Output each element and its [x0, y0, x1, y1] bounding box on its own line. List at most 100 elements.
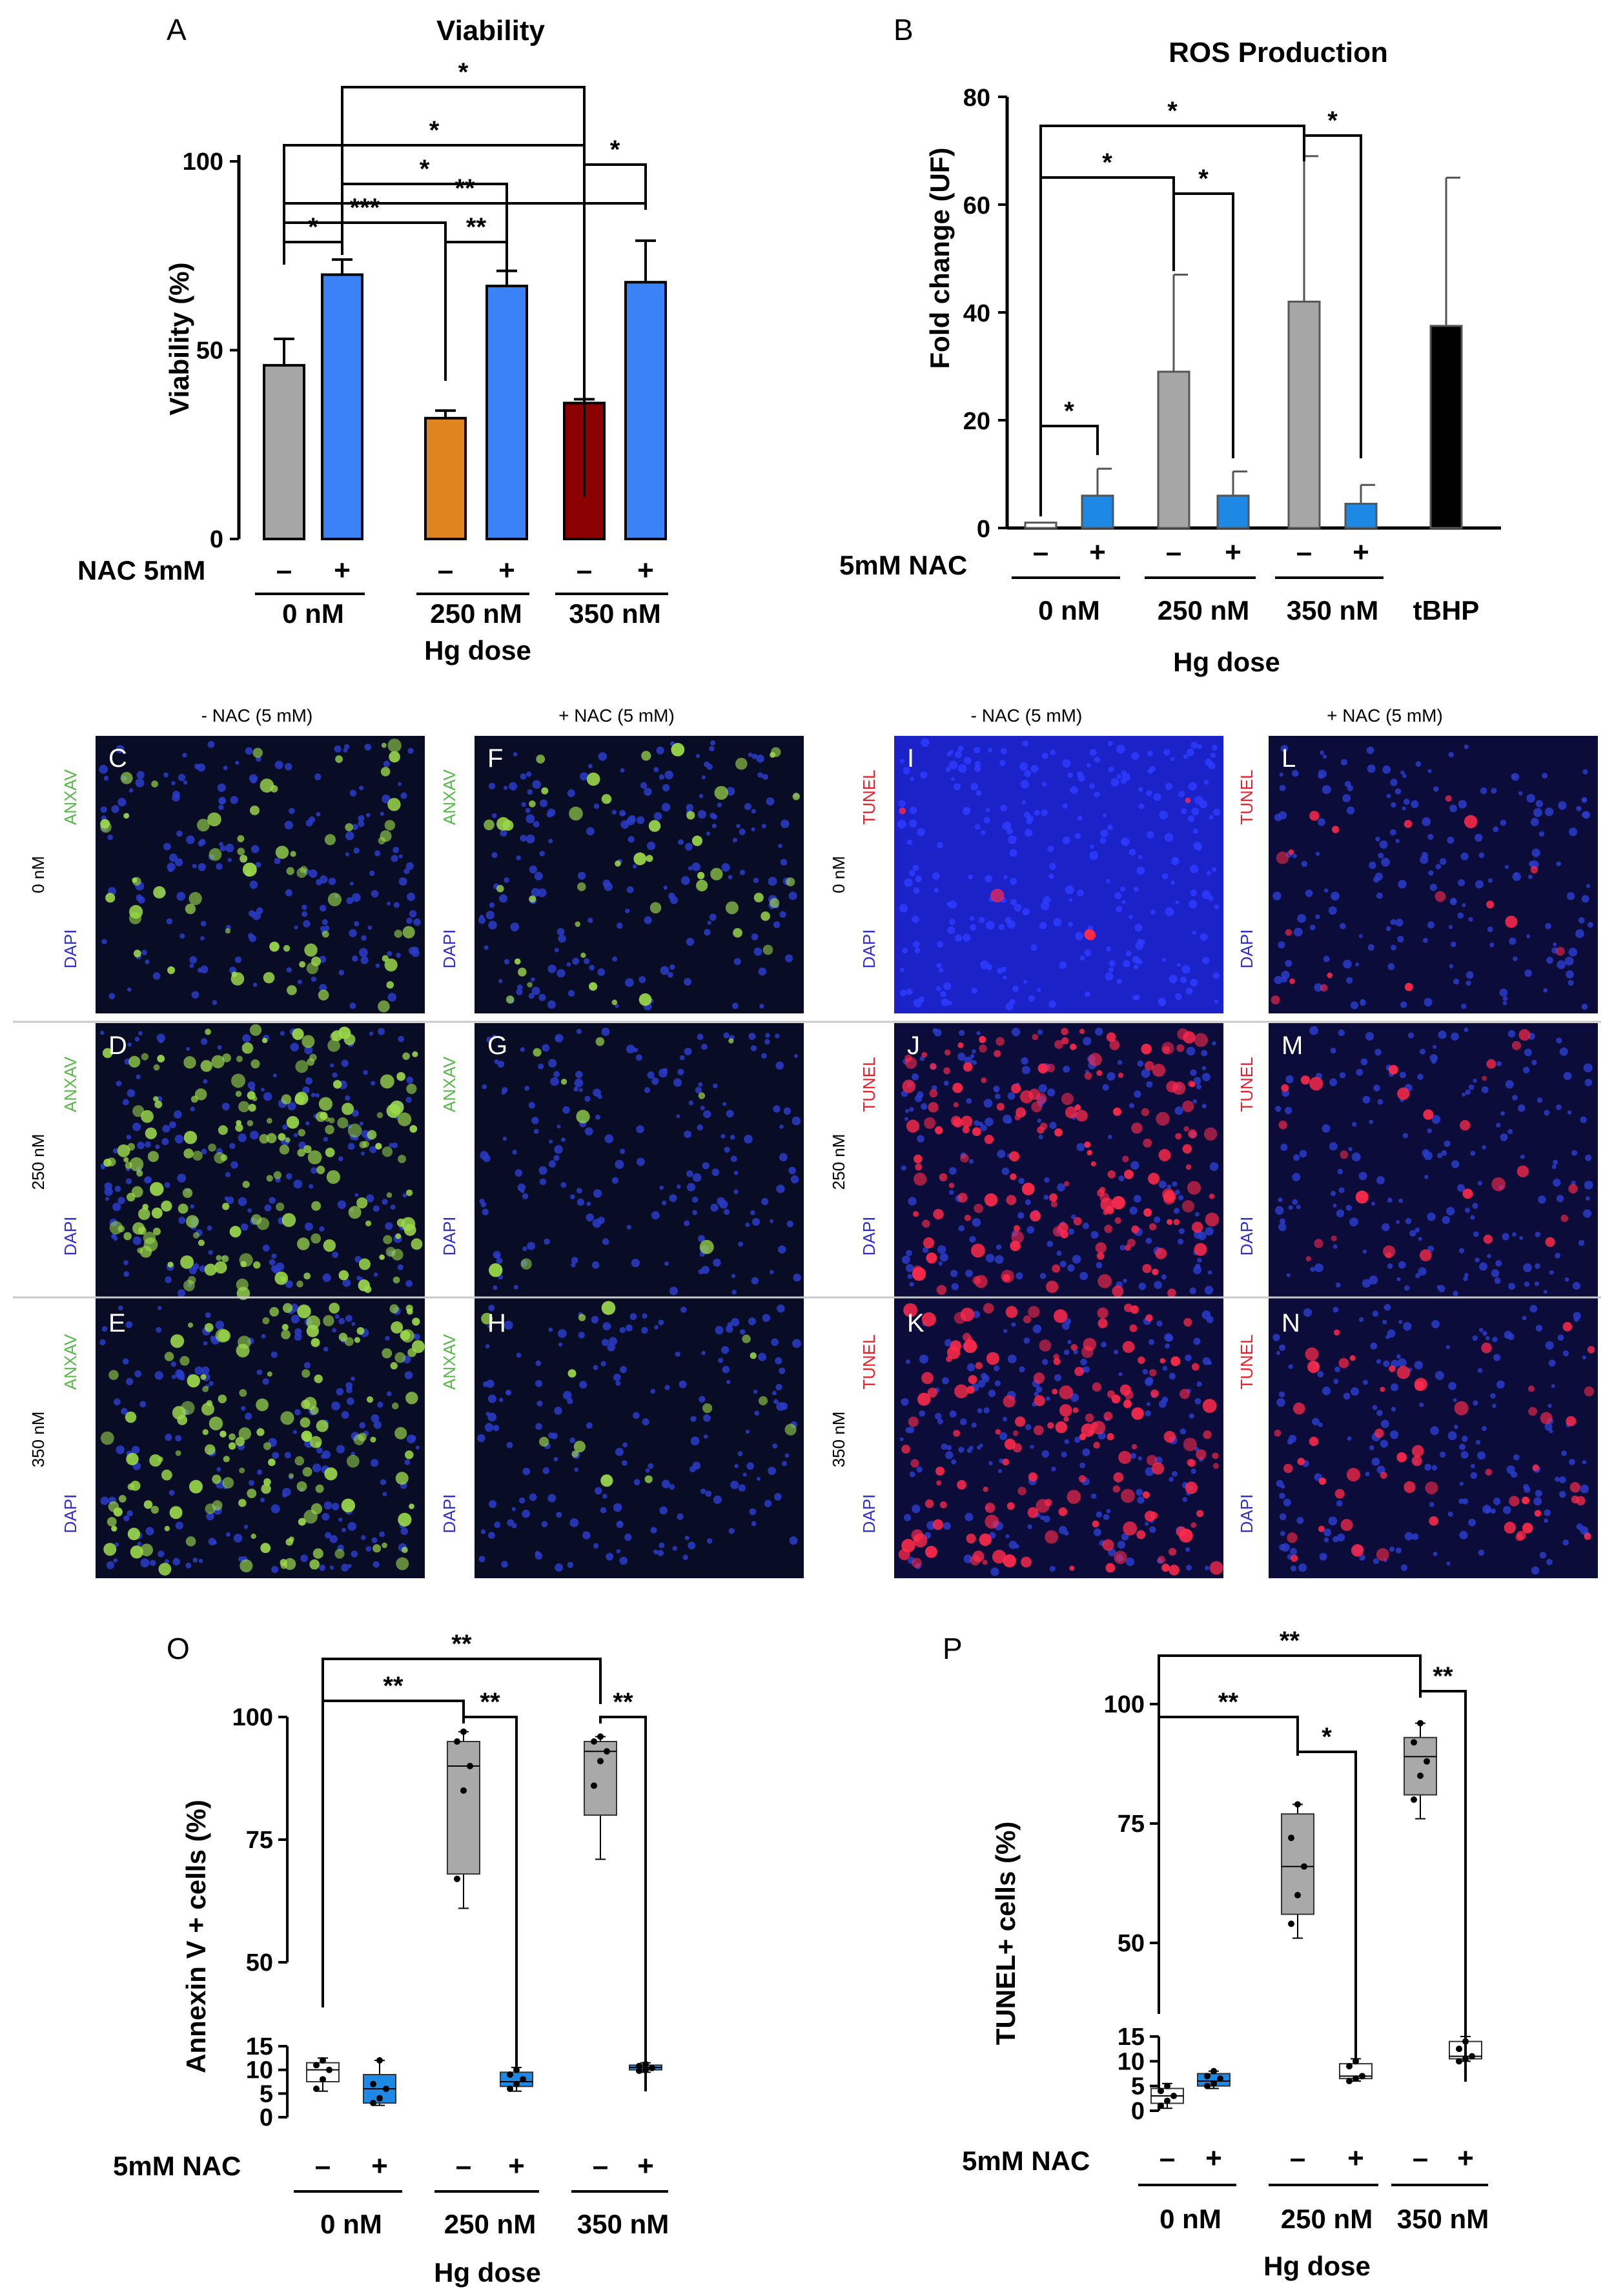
- tunel-positive-cell: [1142, 1491, 1150, 1499]
- dapi-nucleus: [713, 1258, 721, 1267]
- chart-o-ylabel: Annexin V + cells (%): [181, 1800, 211, 2073]
- dapi-nucleus: [316, 1447, 323, 1454]
- dapi-nucleus: [172, 790, 180, 798]
- dapi-nucleus: [178, 773, 186, 782]
- group-label: 250 nM: [430, 598, 522, 629]
- dapi-nucleus: [363, 1070, 368, 1075]
- tunel-positive-cell: [1096, 1252, 1105, 1260]
- dapi-nucleus: [656, 746, 664, 755]
- dapi-nucleus: [1558, 1476, 1566, 1483]
- dapi-nucleus: [539, 1178, 547, 1185]
- dapi-nucleus: [294, 1328, 302, 1336]
- dapi-nucleus: [1142, 1368, 1149, 1375]
- dapi-nucleus: [1585, 1154, 1592, 1161]
- dapi-nucleus: [1349, 1217, 1358, 1227]
- dapi-nucleus: [699, 1396, 706, 1403]
- dapi-nucleus: [899, 1437, 904, 1441]
- dapi-nucleus: [522, 1193, 529, 1200]
- nac-plus-sign: +: [508, 2150, 525, 2182]
- annexin-positive-cell: [327, 1039, 340, 1052]
- dapi-nucleus: [1533, 1497, 1542, 1506]
- tunel-positive-cell: [1001, 1269, 1014, 1283]
- tunel-positive-cell: [1158, 1149, 1171, 1162]
- dapi-nucleus: [501, 1561, 508, 1568]
- dapi-nucleus: [1161, 1274, 1167, 1280]
- stain-label: ANXAV: [440, 1056, 459, 1112]
- dapi-nucleus: [1177, 1238, 1184, 1245]
- dapi-nucleus: [909, 1471, 915, 1478]
- annexin-positive-cell: [337, 1117, 349, 1129]
- tunel-positive-cell: [1155, 1248, 1167, 1259]
- dapi-nucleus: [511, 1507, 516, 1512]
- annexin-positive-cell: [391, 1321, 403, 1334]
- y-tick-label: 75: [1118, 1811, 1145, 1838]
- annexin-positive-cell: [396, 1072, 406, 1081]
- dapi-nucleus: [311, 1167, 318, 1174]
- dapi-nucleus: [1526, 794, 1535, 803]
- dapi-nucleus: [934, 888, 939, 892]
- dapi-nucleus: [1320, 750, 1325, 755]
- annexin-positive-cell: [648, 820, 661, 832]
- dapi-nucleus: [738, 1484, 746, 1492]
- dapi-nucleus: [137, 1541, 142, 1547]
- tunel-positive-cell: [1013, 1224, 1021, 1232]
- annexin-positive-cell: [249, 1024, 262, 1036]
- annexin-positive-cell: [100, 1431, 114, 1445]
- dapi-nucleus: [323, 1346, 329, 1352]
- stain-label: TUNEL: [1237, 769, 1256, 824]
- dapi-nucleus: [748, 752, 753, 757]
- dapi-nucleus: [697, 1124, 704, 1131]
- dapi-nucleus: [1332, 894, 1336, 899]
- dapi-nucleus: [1173, 1208, 1180, 1214]
- tunel-positive-cell: [1021, 1556, 1032, 1568]
- dapi-nucleus: [198, 840, 204, 847]
- dapi-nucleus: [1288, 1364, 1293, 1369]
- dapi-nucleus: [731, 1002, 739, 1010]
- tunel-positive-cell: [1021, 1183, 1035, 1195]
- significance-label: *: [610, 136, 620, 164]
- dapi-nucleus: [1291, 769, 1299, 777]
- tunel-positive-cell: [1052, 1226, 1063, 1237]
- dapi-nucleus: [1329, 1142, 1338, 1151]
- dapi-nucleus: [387, 951, 393, 957]
- dapi-nucleus: [1169, 975, 1178, 984]
- annexin-positive-cell: [380, 767, 391, 777]
- dapi-nucleus: [676, 1114, 680, 1119]
- dapi-nucleus: [1292, 1173, 1301, 1182]
- dapi-nucleus: [1462, 1092, 1466, 1097]
- dapi-nucleus: [1458, 1248, 1465, 1254]
- dapi-nucleus: [1041, 753, 1048, 760]
- dapi-nucleus: [905, 1264, 914, 1272]
- dapi-nucleus: [1578, 917, 1585, 924]
- dapi-nucleus: [584, 1095, 591, 1102]
- annexin-positive-cell: [315, 1484, 324, 1493]
- dapi-nucleus: [513, 1285, 518, 1290]
- dapi-label: DAPI: [61, 1494, 80, 1534]
- dapi-nucleus: [272, 1266, 281, 1274]
- dapi-nucleus: [484, 945, 489, 950]
- annexin-positive-cell: [405, 1392, 418, 1405]
- dapi-nucleus: [1447, 836, 1455, 844]
- dapi-nucleus: [349, 789, 357, 797]
- dapi-nucleus: [1336, 1533, 1345, 1542]
- annexin-positive-cell: [345, 823, 354, 831]
- dapi-nucleus: [250, 1086, 255, 1092]
- dapi-nucleus: [661, 802, 671, 812]
- dapi-nucleus: [934, 1028, 942, 1037]
- dapi-nucleus: [323, 925, 330, 931]
- dapi-nucleus: [972, 1049, 976, 1054]
- dapi-nucleus: [525, 808, 531, 813]
- data-point: [1288, 1834, 1294, 1842]
- tunel-positive-cell: [1397, 1087, 1410, 1100]
- dapi-nucleus: [586, 1422, 593, 1429]
- dapi-nucleus: [303, 1361, 311, 1369]
- dapi-nucleus: [221, 1102, 230, 1111]
- tunel-positive-cell: [957, 1042, 964, 1048]
- tunel-positive-cell: [1435, 891, 1446, 902]
- dapi-nucleus: [154, 1371, 163, 1380]
- dapi-nucleus: [567, 1561, 574, 1569]
- dapi-nucleus: [1004, 821, 1012, 829]
- dapi-nucleus: [1025, 1424, 1032, 1430]
- dapi-nucleus: [781, 1461, 788, 1467]
- dapi-nucleus: [347, 1521, 356, 1531]
